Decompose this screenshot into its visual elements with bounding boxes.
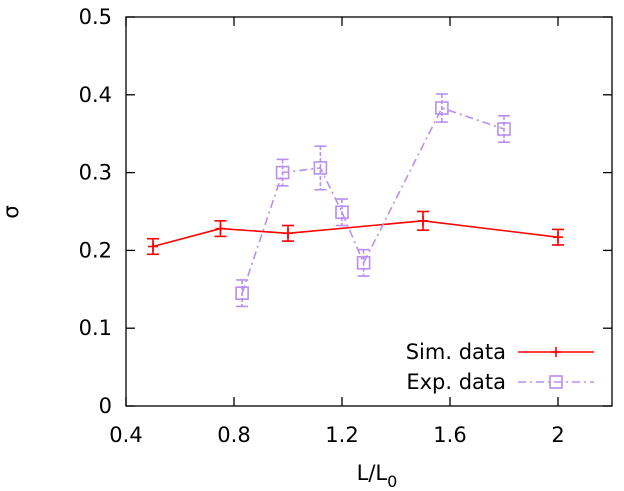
- x-axis-label: L/L0: [357, 461, 398, 491]
- y-axis-label: σ: [0, 205, 23, 218]
- legend-entry: Sim. data: [406, 340, 594, 364]
- y-tick-label: 0.3: [79, 161, 112, 185]
- x-tick-label: 0.4: [109, 423, 142, 447]
- x-axis-label-main: L/L: [357, 461, 388, 485]
- legend: Sim. data Exp. data: [406, 340, 594, 394]
- x-tick-label: 0.8: [217, 423, 250, 447]
- x-axis-label-subscript: 0: [387, 472, 397, 491]
- series-sim-data: [147, 212, 564, 255]
- legend-label: Exp. data: [406, 370, 506, 394]
- x-tick-label: 1.2: [325, 423, 358, 447]
- y-tick-label: 0: [99, 394, 112, 418]
- plot-frame: [126, 17, 612, 406]
- y-tick-label: 0.5: [79, 5, 112, 29]
- plot-border: [126, 17, 612, 406]
- legend-entry: Exp. data: [406, 370, 594, 394]
- series-exp-data: [236, 94, 510, 306]
- error-bar: [236, 280, 248, 306]
- x-tick-label: 1.6: [433, 423, 466, 447]
- y-axis-ticks: 0 0.1 0.2 0.3 0.4 0.5: [79, 5, 612, 418]
- y-tick-label: 0.1: [79, 316, 112, 340]
- error-bar: [498, 116, 510, 142]
- error-bar: [314, 146, 326, 190]
- y-tick-label: 0.4: [79, 83, 112, 107]
- legend-label: Sim. data: [406, 340, 506, 364]
- y-tick-label: 0.2: [79, 238, 112, 262]
- x-tick-label: 2: [551, 423, 564, 447]
- series-layer: [147, 94, 564, 306]
- series-line: [242, 108, 504, 293]
